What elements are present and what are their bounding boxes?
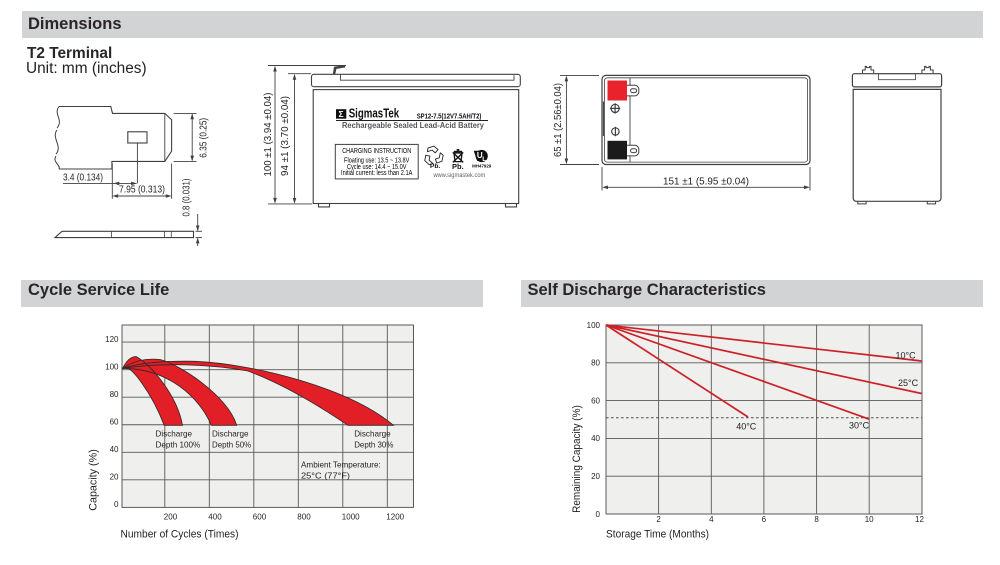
svg-text:8: 8 [814, 515, 819, 524]
svg-text:6.35 (0.25): 6.35 (0.25) [198, 118, 210, 158]
svg-text:Depth 30%: Depth 30% [354, 440, 394, 450]
svg-text:100: 100 [587, 321, 601, 330]
svg-text:20: 20 [591, 472, 600, 481]
svg-text:Floating use: 13.5 ~ 13.8V: Floating use: 13.5 ~ 13.8V [344, 158, 410, 165]
svg-text:Ambient Temperature:: Ambient Temperature: [301, 459, 381, 469]
svg-text:CHARGING INSTRUCTION: CHARGING INSTRUCTION [342, 146, 411, 155]
svg-text:L: L [482, 156, 486, 163]
svg-text:151 ±1 (5.95 ±0.04): 151 ±1 (5.95 ±0.04) [663, 175, 749, 187]
svg-text:Capacity (%): Capacity (%) [88, 449, 100, 511]
svg-text:Depth 100%: Depth 100% [156, 440, 201, 450]
svg-text:400: 400 [208, 512, 222, 521]
svg-text:100 ±1 (3.94 ±0.04): 100 ±1 (3.94 ±0.04) [263, 93, 274, 177]
svg-text:Initial current: less than 2.1: Initial current: less than 2.1A [341, 170, 413, 177]
svg-text:4: 4 [709, 515, 714, 524]
svg-text:80: 80 [110, 390, 119, 399]
svg-text:40: 40 [110, 445, 119, 454]
svg-text:100: 100 [105, 362, 119, 371]
svg-text:40°C: 40°C [736, 422, 757, 432]
svg-text:Pb.: Pb. [452, 162, 464, 171]
svg-text:600: 600 [253, 512, 267, 521]
svg-text:80: 80 [591, 359, 600, 368]
svg-text:40: 40 [591, 434, 600, 443]
svg-text:0: 0 [596, 510, 601, 519]
svg-text:200: 200 [164, 512, 178, 521]
svg-text:Discharge: Discharge [212, 429, 249, 439]
svg-text:SP12-7.5(12V7.5AH/T2): SP12-7.5(12V7.5AH/T2) [417, 111, 482, 120]
svg-text:Σ: Σ [339, 109, 344, 119]
svg-text:800: 800 [297, 512, 311, 521]
svg-text:MH47929: MH47929 [472, 164, 492, 169]
svg-text:Discharge: Discharge [354, 429, 391, 439]
svg-text:120: 120 [105, 335, 119, 344]
svg-text:Pb.: Pb. [430, 163, 440, 170]
svg-text:www.sigmastek.com: www.sigmastek.com [433, 172, 486, 179]
svg-text:6: 6 [762, 515, 767, 524]
svg-text:1200: 1200 [386, 512, 404, 521]
svg-text:10: 10 [865, 515, 874, 524]
svg-text:10°C: 10°C [896, 351, 917, 361]
svg-text:3.4 (0.134): 3.4 (0.134) [63, 172, 103, 184]
svg-text:0: 0 [114, 500, 119, 509]
svg-text:0.8 (0.031): 0.8 (0.031) [181, 179, 193, 217]
svg-text:25°C: 25°C [898, 378, 919, 388]
svg-text:30°C: 30°C [849, 420, 870, 430]
svg-text:12: 12 [915, 515, 924, 524]
svg-text:60: 60 [110, 418, 119, 427]
svg-text:Remaining Capacity (%): Remaining Capacity (%) [571, 405, 583, 513]
svg-text:Storage Time (Months): Storage Time (Months) [606, 529, 709, 541]
svg-text:2: 2 [656, 515, 661, 524]
svg-text:Cycle use: 14.4 ~ 15.0V: Cycle use: 14.4 ~ 15.0V [347, 164, 407, 171]
svg-text:Depth 50%: Depth 50% [212, 440, 252, 450]
svg-text:1000: 1000 [342, 512, 360, 521]
svg-text:65 ±1 (2.56±0.04): 65 ±1 (2.56±0.04) [553, 83, 564, 157]
svg-text:94 ±1 (3.70 ±0.04): 94 ±1 (3.70 ±0.04) [280, 96, 291, 176]
svg-text:60: 60 [591, 396, 600, 405]
svg-text:Rechargeable Sealed Lead-Acid: Rechargeable Sealed Lead-Acid Battery [342, 121, 485, 130]
svg-text:SigmasTek: SigmasTek [349, 107, 400, 121]
svg-text:7.95 (0.313): 7.95 (0.313) [119, 184, 165, 196]
svg-text:Discharge: Discharge [156, 429, 193, 439]
svg-text:Number of Cycles (Times): Number of Cycles (Times) [121, 529, 239, 541]
svg-text:20: 20 [110, 473, 119, 482]
svg-text:U: U [477, 151, 483, 160]
svg-text:25°C (77°F): 25°C (77°F) [301, 470, 350, 480]
